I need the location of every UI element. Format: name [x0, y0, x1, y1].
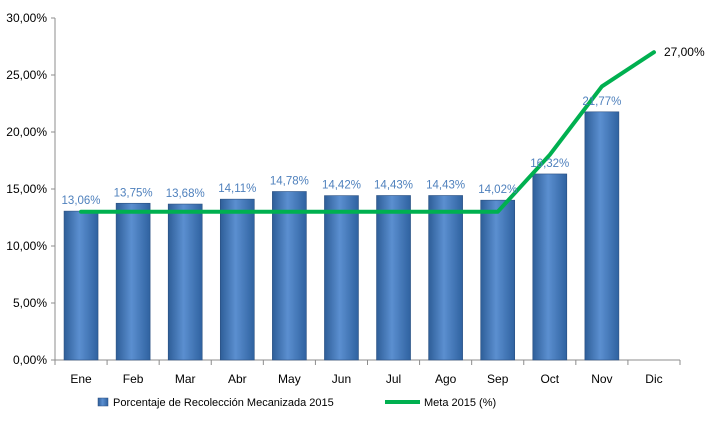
axes: 0,00% 5,00% 10,00% 15,00% 20,00% 25,00% 30,00%…	[6, 11, 681, 386]
y-tick-label: 0,00%	[13, 353, 47, 367]
bar-feb	[115, 202, 151, 361]
x-tick-label: Mar	[175, 372, 196, 386]
y-tick-label: 20,00%	[6, 125, 47, 139]
bar-may	[272, 191, 307, 361]
bar-data-label: 13,68%	[166, 188, 205, 200]
y-tick-label: 10,00%	[6, 239, 47, 253]
x-tick-label: Ago	[435, 372, 457, 386]
y-tick-label: 30,00%	[6, 11, 47, 25]
x-tick-label: Jun	[332, 372, 351, 386]
x-tick-label: Abr	[228, 372, 247, 386]
y-tick-label: 15,00%	[6, 182, 47, 196]
x-tick-label: Nov	[591, 372, 612, 386]
bar-data-label: 14,78%	[270, 176, 309, 188]
target-line	[79, 50, 656, 214]
target-end-label: 27,00%	[664, 45, 705, 59]
bar-data-label: 14,11%	[218, 183, 256, 195]
bars	[63, 111, 620, 361]
y-tick-label: 25,00%	[6, 68, 47, 82]
bar-mar	[167, 203, 203, 361]
bar-sep	[480, 199, 516, 361]
bar-ene	[63, 210, 99, 361]
x-tick-label: Feb	[123, 372, 144, 386]
bar-abr	[219, 198, 255, 361]
legend-line-label: Meta 2015 (%)	[424, 397, 496, 409]
bar-nov	[584, 111, 620, 361]
bar-data-label: 14,42%	[322, 180, 361, 192]
bar-jun	[324, 195, 359, 361]
bar-oct	[532, 173, 568, 361]
x-tick-label: Oct	[540, 372, 559, 386]
bar-data-label: 13,75%	[114, 187, 153, 199]
x-tick-label: Sep	[487, 372, 509, 386]
x-tick-label: Jul	[386, 372, 401, 386]
bar-data-label: 13,06%	[62, 195, 101, 207]
bar-data-label: 14,43%	[374, 179, 413, 191]
bar-data-label: 16,32%	[530, 158, 569, 170]
data-labels: 13,06% 13,75% 13,68% 14,11% 14,78% 14,42% 14,4…	[62, 45, 705, 207]
y-tick-label: 5,00%	[13, 296, 47, 310]
legend-bar-swatch	[97, 397, 109, 407]
bar-ago	[428, 195, 463, 361]
x-tick-label: Ene	[70, 372, 92, 386]
bar-jul	[376, 195, 411, 361]
target-line-path	[79, 50, 656, 214]
x-tick-label: May	[278, 372, 301, 386]
bar-data-label: 14,43%	[426, 179, 465, 191]
legend: Porcentaje de Recolección Mecanizada 201…	[97, 397, 496, 409]
bar-data-label: 21,77%	[582, 96, 621, 108]
x-tick-label: Dic	[645, 372, 662, 386]
legend-bar-label: Porcentaje de Recolección Mecanizada 201…	[113, 397, 334, 409]
bar-data-label: 14,02%	[478, 184, 517, 196]
